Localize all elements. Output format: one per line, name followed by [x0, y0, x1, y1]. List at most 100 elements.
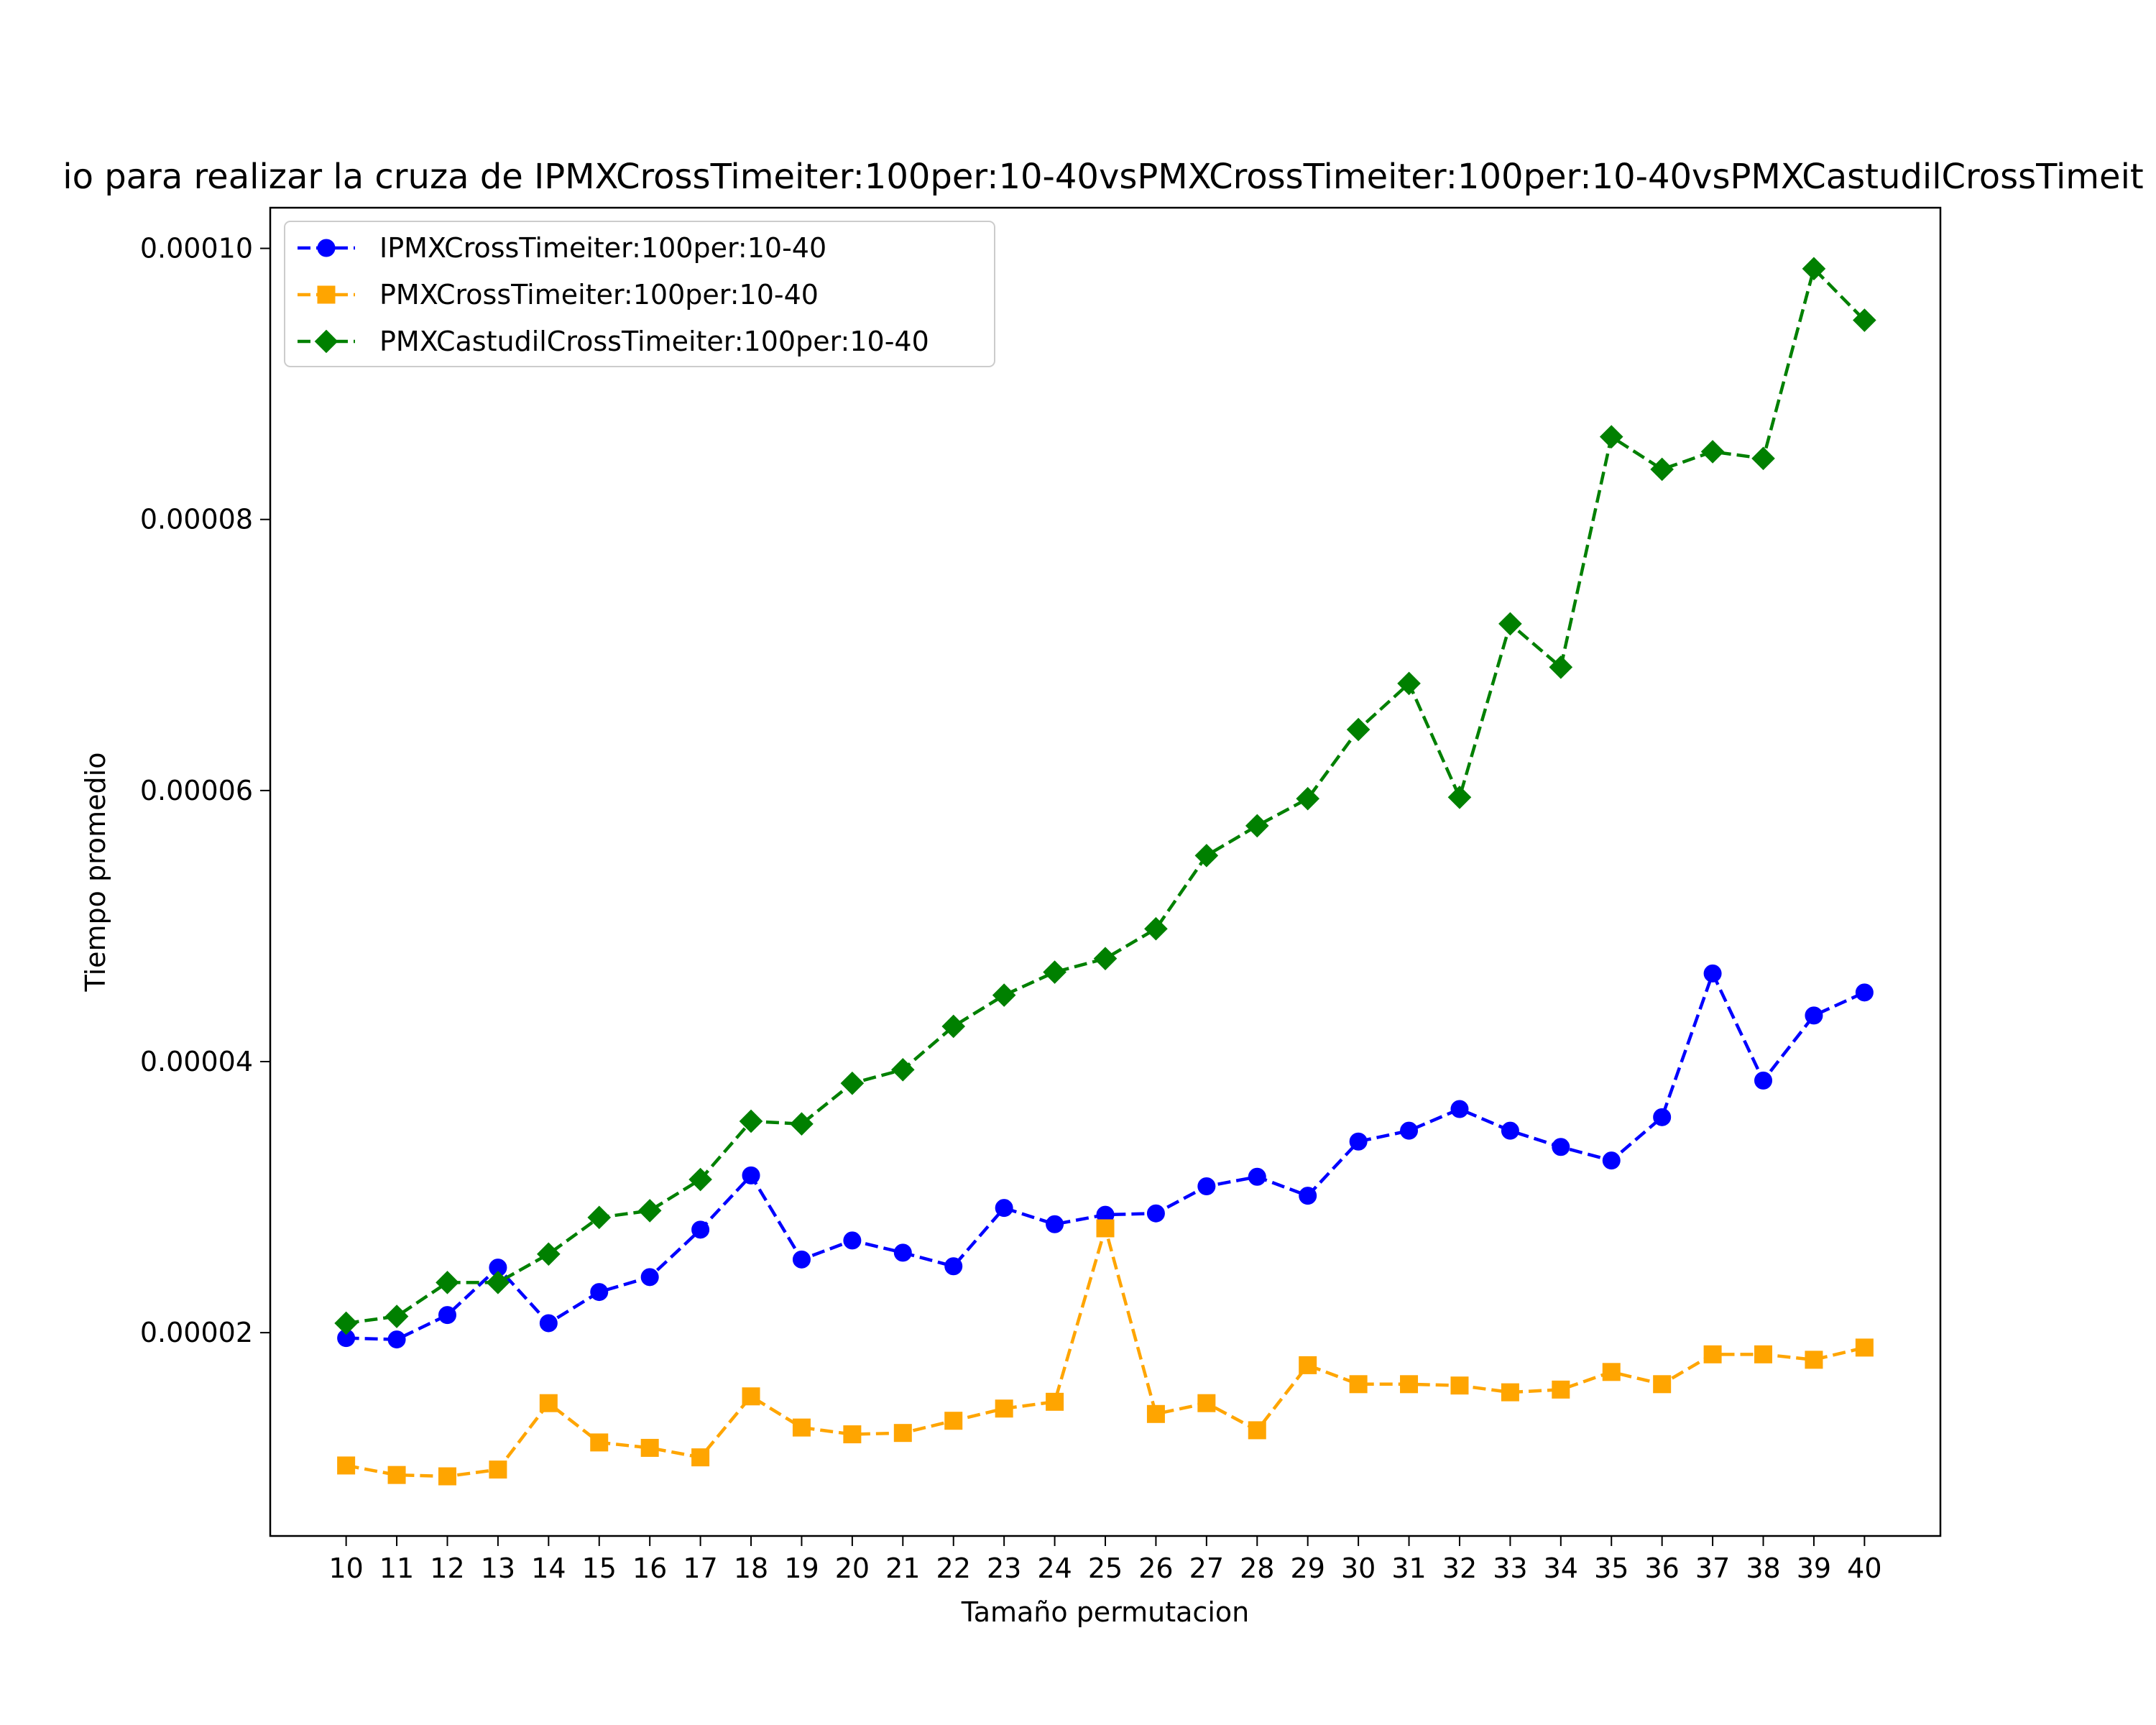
- data-point: [890, 1058, 915, 1082]
- data-point: [334, 1311, 358, 1335]
- x-tick-label: 40: [1847, 1552, 1881, 1584]
- data-point: [590, 1283, 609, 1302]
- legend-marker: [317, 285, 336, 304]
- data-point: [1650, 457, 1674, 482]
- data-point: [537, 1242, 561, 1266]
- data-point: [1400, 1121, 1419, 1140]
- legend: IPMXCrossTimeiter:100per:10-40 PMXCrossTi…: [284, 221, 995, 367]
- data-point: [1248, 1421, 1266, 1440]
- data-point: [1400, 1375, 1419, 1394]
- data-point: [1552, 1138, 1570, 1156]
- x-tick-label: 31: [1391, 1552, 1426, 1584]
- x-tick-label: 35: [1594, 1552, 1628, 1584]
- data-point: [1194, 844, 1219, 868]
- data-point: [1498, 612, 1522, 636]
- data-point: [539, 1394, 558, 1412]
- x-tick-label: 36: [1644, 1552, 1679, 1584]
- data-point: [1853, 308, 1876, 332]
- x-tick-label: 39: [1797, 1552, 1831, 1584]
- data-point: [486, 1271, 510, 1294]
- x-tick-label: 27: [1189, 1552, 1224, 1584]
- data-point: [995, 1399, 1013, 1418]
- data-point: [438, 1467, 456, 1486]
- legend-box: [284, 221, 995, 367]
- data-point: [337, 1456, 356, 1475]
- data-point: [739, 1109, 763, 1133]
- series-1: [337, 964, 1874, 1349]
- data-point: [691, 1220, 710, 1239]
- data-point: [1754, 1071, 1773, 1090]
- x-tick-label: 20: [835, 1552, 870, 1584]
- data-point: [1197, 1177, 1216, 1195]
- data-point: [438, 1306, 456, 1325]
- data-point: [790, 1112, 814, 1136]
- x-tick-label: 32: [1442, 1552, 1477, 1584]
- data-point: [387, 1466, 406, 1484]
- data-point: [1855, 983, 1874, 1002]
- data-point: [1146, 1404, 1165, 1423]
- data-point: [640, 1268, 659, 1287]
- data-point: [1703, 964, 1722, 983]
- data-point: [590, 1433, 609, 1452]
- x-tick-label: 34: [1544, 1552, 1578, 1584]
- data-point: [1552, 1380, 1570, 1399]
- data-point: [1653, 1108, 1672, 1126]
- data-point: [1599, 425, 1623, 448]
- x-tick-label: 16: [632, 1552, 667, 1584]
- x-tick-label: 26: [1138, 1552, 1173, 1584]
- data-point: [637, 1199, 662, 1223]
- data-point: [1349, 1132, 1368, 1151]
- x-tick-label: 10: [328, 1552, 363, 1584]
- x-tick-label: 11: [379, 1552, 414, 1584]
- data-point: [1043, 960, 1067, 984]
- x-tick-label: 15: [582, 1552, 617, 1584]
- data-point: [1346, 717, 1370, 742]
- x-tick-label: 21: [885, 1552, 920, 1584]
- x-tick-label: 17: [683, 1552, 717, 1584]
- y-tick-label: 0.00002: [140, 1317, 253, 1348]
- data-point: [1299, 1187, 1317, 1205]
- x-tick-label: 25: [1088, 1552, 1123, 1584]
- legend-label: IPMXCrossTimeiter:100per:10-40: [379, 232, 826, 264]
- data-point: [843, 1425, 862, 1444]
- y-tick-label: 0.00006: [140, 775, 253, 806]
- chart-title: io para realizar la cruza de IPMXCrossTi…: [63, 157, 2144, 197]
- data-point: [843, 1231, 862, 1250]
- data-point: [1349, 1375, 1368, 1394]
- x-tick-label: 14: [531, 1552, 566, 1584]
- data-point: [640, 1438, 659, 1457]
- data-point: [1805, 1351, 1823, 1369]
- data-point: [387, 1330, 406, 1349]
- data-point: [1802, 257, 1826, 281]
- data-point: [1296, 786, 1320, 811]
- data-point: [992, 983, 1016, 1007]
- data-point: [893, 1243, 912, 1262]
- data-point: [1397, 671, 1421, 696]
- data-point: [1245, 814, 1269, 838]
- series-3: [334, 257, 1876, 1335]
- x-tick-label: 38: [1746, 1552, 1780, 1584]
- y-tick-label: 0.00004: [140, 1046, 253, 1077]
- series-2: [337, 1219, 1874, 1486]
- data-point: [1450, 1376, 1469, 1395]
- y-axis: 0.00002 0.00004 0.00006 0.00008 0.00010: [140, 233, 270, 1348]
- data-point: [742, 1166, 760, 1184]
- x-tick-label: 37: [1695, 1552, 1730, 1584]
- data-point: [436, 1271, 459, 1294]
- data-point: [688, 1167, 712, 1192]
- legend-label: PMXCastudilCrossTimeiter:100per:10-40: [379, 326, 929, 357]
- data-point: [1447, 785, 1472, 809]
- data-point: [742, 1387, 760, 1406]
- data-point: [1805, 1006, 1823, 1025]
- data-point: [1700, 440, 1725, 464]
- y-tick-label: 0.00010: [140, 233, 253, 264]
- data-point: [1046, 1392, 1064, 1411]
- data-point: [587, 1205, 612, 1230]
- y-axis-label: Tiempo promedio: [80, 753, 111, 993]
- x-tick-label: 24: [1037, 1552, 1072, 1584]
- x-axis: 10 11 12 13 14 15 16 17 18 19 20 21 22 23 24 25 26 27 28 29…: [328, 1536, 1882, 1584]
- data-point: [1299, 1356, 1317, 1374]
- data-point: [944, 1257, 963, 1276]
- x-tick-label: 33: [1493, 1552, 1527, 1584]
- data-point: [893, 1424, 912, 1443]
